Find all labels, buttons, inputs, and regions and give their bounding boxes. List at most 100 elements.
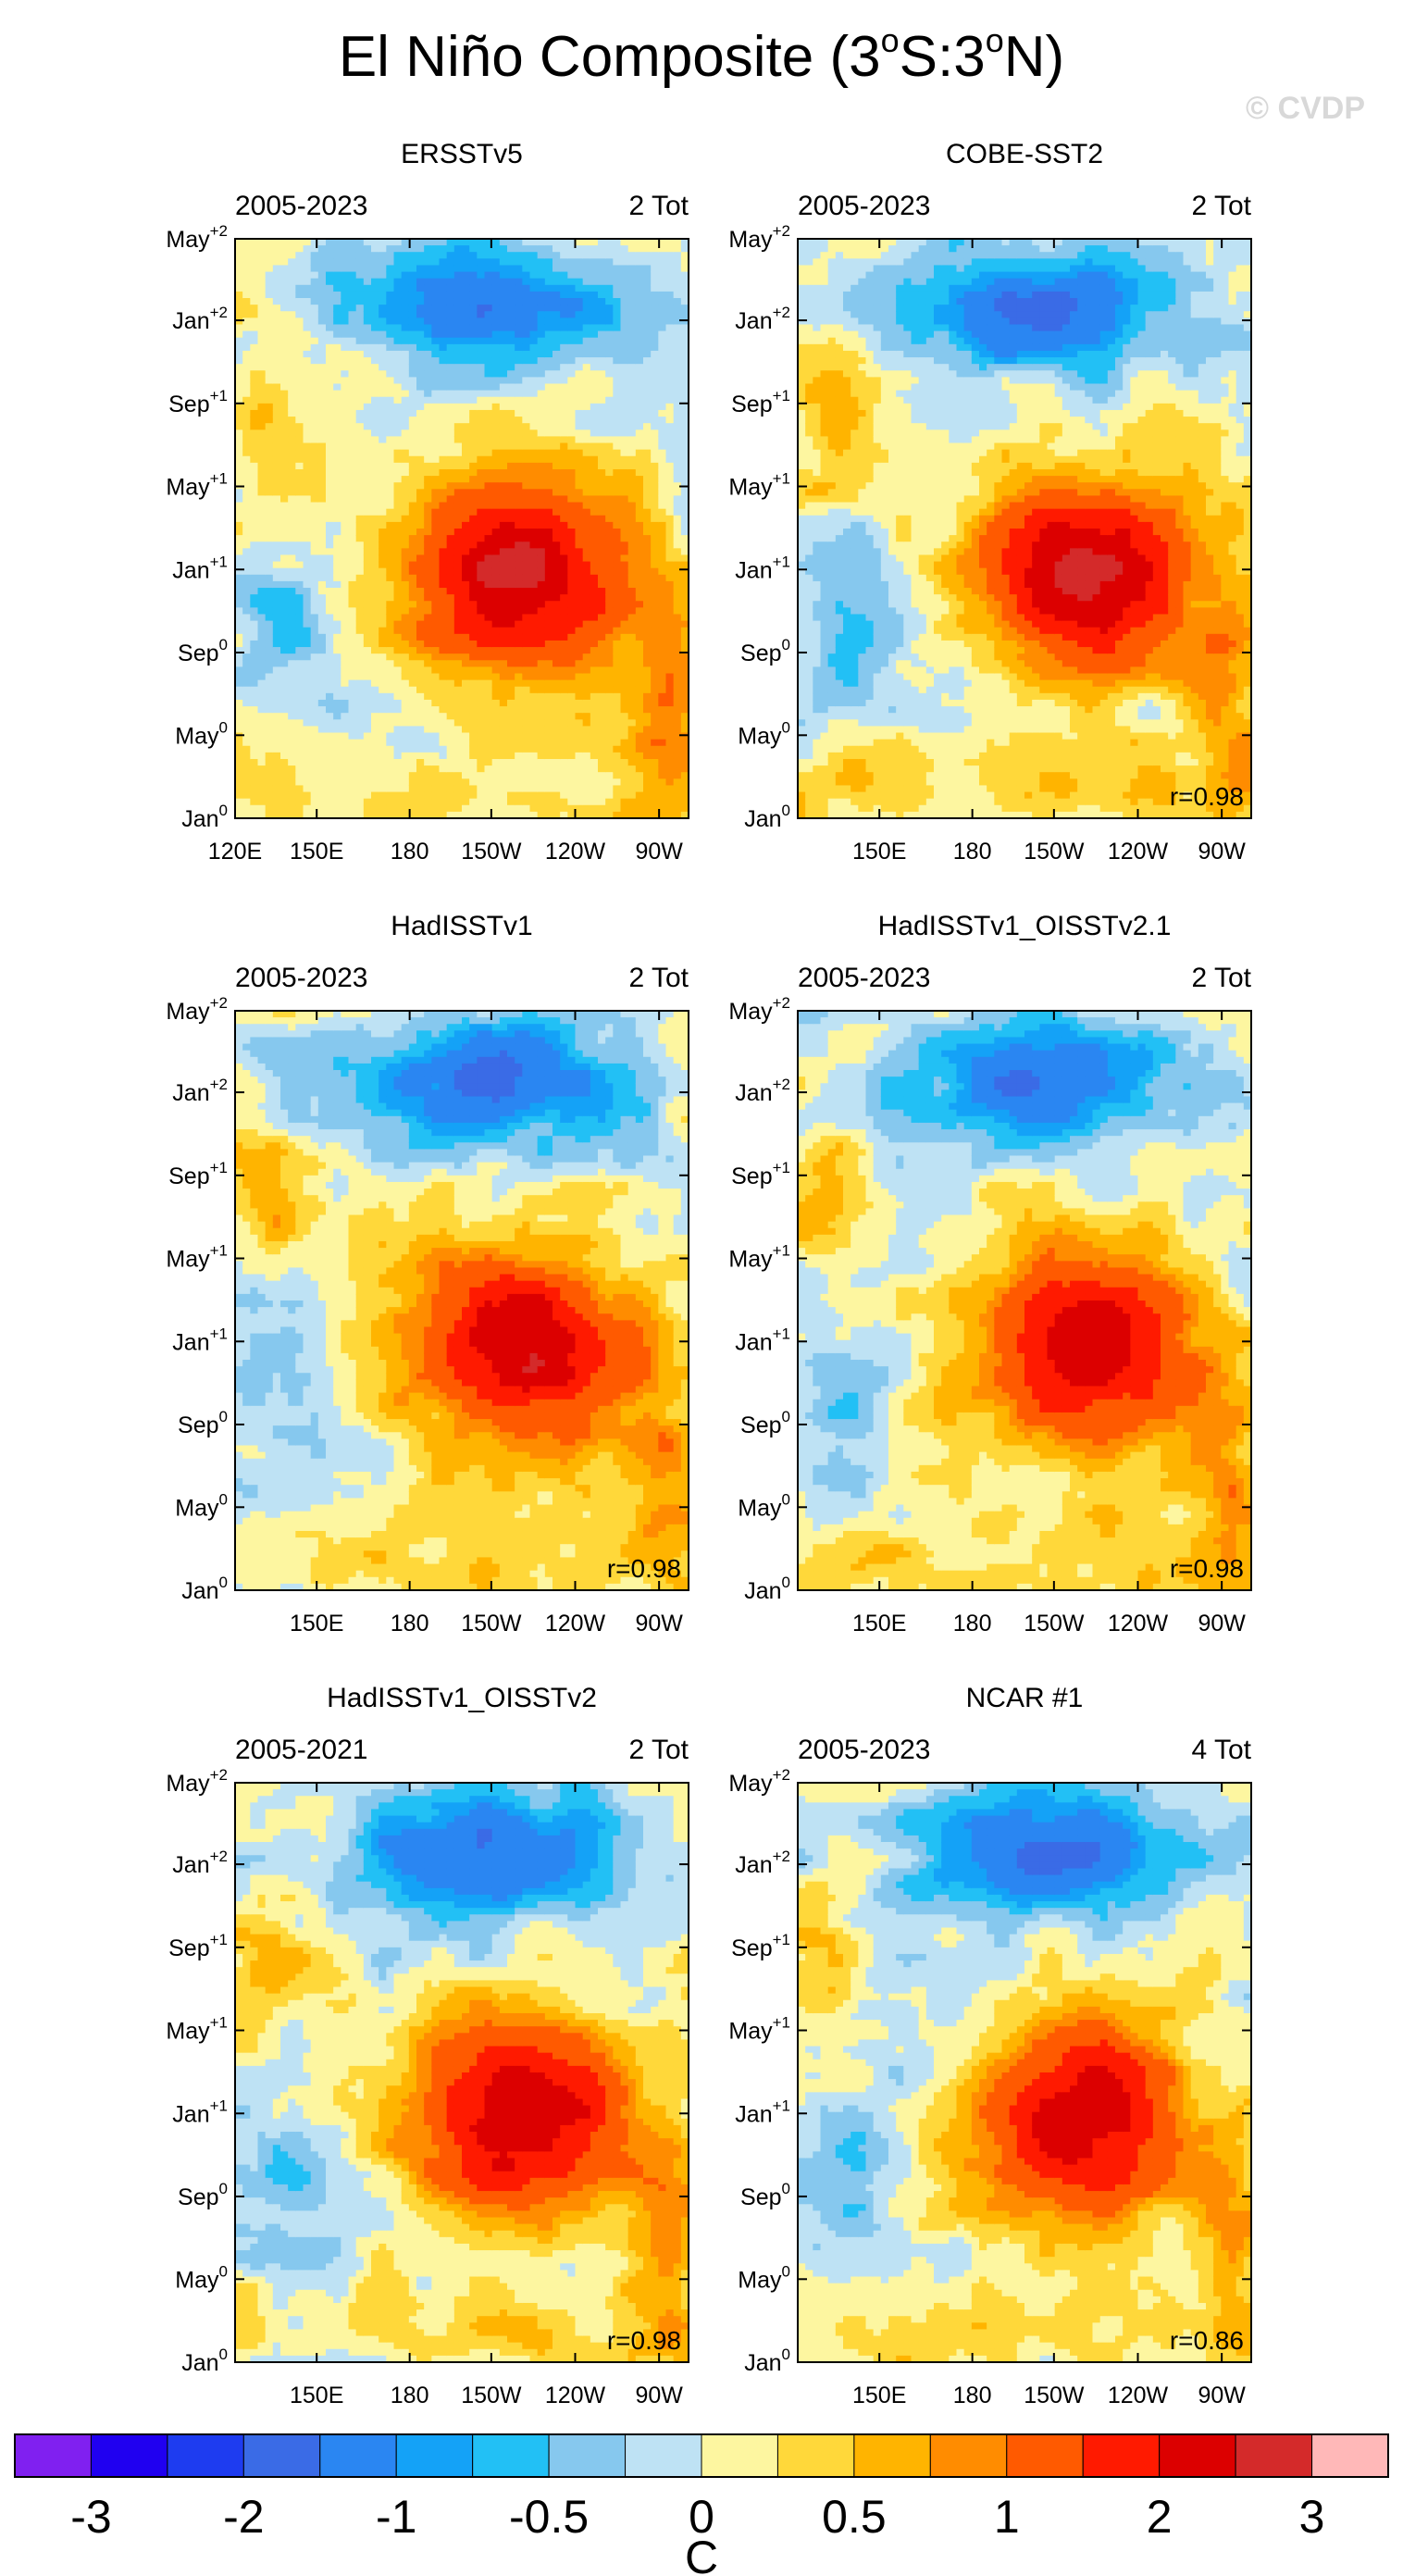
heatmap-cell — [303, 529, 312, 536]
heatmap-cell — [288, 535, 296, 542]
heatmap-cell — [242, 548, 251, 556]
heatmap-cell — [431, 679, 441, 688]
heatmap-cell — [560, 679, 568, 688]
heatmap-cell — [242, 417, 251, 424]
heatmap-cell — [363, 383, 372, 392]
heatmap-cell — [257, 601, 267, 608]
heatmap-cell — [643, 317, 652, 326]
heatmap-cell — [582, 567, 591, 576]
heatmap-cell — [627, 541, 637, 549]
heatmap-cell — [529, 521, 539, 529]
heatmap-cell — [537, 785, 546, 793]
heatmap-cell — [379, 298, 387, 305]
heatmap-cell — [499, 489, 508, 497]
heatmap-cell — [393, 495, 403, 504]
heatmap-cell — [537, 791, 546, 800]
heatmap-cell — [582, 508, 591, 516]
heatmap-cell — [235, 772, 243, 779]
heatmap-cell — [613, 719, 622, 728]
heatmap-cell — [341, 647, 350, 654]
heatmap-cell — [469, 535, 478, 542]
heatmap-cell — [386, 758, 395, 766]
heatmap-cell — [537, 673, 546, 681]
heatmap-cell — [553, 265, 561, 273]
heatmap-cell — [341, 258, 350, 267]
heatmap-cell — [651, 679, 659, 688]
heatmap-cell — [333, 620, 341, 628]
heatmap-cell — [317, 588, 327, 595]
heatmap-cell — [453, 666, 463, 675]
heatmap-cell — [582, 765, 591, 773]
heatmap-cell — [446, 640, 455, 648]
heatmap-cell — [348, 660, 357, 667]
heatmap-cell — [484, 330, 493, 339]
heatmap-cell — [507, 521, 515, 529]
heatmap-cell — [272, 330, 281, 339]
heatmap-cell — [257, 647, 267, 654]
heatmap-cell — [462, 291, 470, 299]
heatmap-cell — [257, 778, 267, 787]
heatmap-cell — [567, 765, 577, 773]
heatmap-cell — [280, 271, 289, 280]
heatmap-cell — [627, 417, 637, 424]
heatmap-cell — [401, 732, 410, 740]
heatmap-cell — [627, 291, 637, 299]
heatmap-cell — [651, 804, 659, 813]
heatmap-cell — [567, 640, 577, 648]
heatmap-cell — [333, 396, 341, 404]
heatmap-cell — [280, 732, 289, 740]
heatmap-cell — [635, 713, 644, 720]
heatmap-cell — [499, 660, 508, 667]
heatmap-cell — [605, 719, 614, 728]
heatmap-cell — [553, 580, 561, 589]
heatmap-cell — [341, 502, 350, 510]
heatmap-cell — [431, 758, 441, 766]
heatmap-cell — [605, 442, 614, 451]
heatmap-cell — [439, 324, 448, 332]
heatmap-cell — [303, 317, 312, 326]
heatmap-cell — [635, 567, 644, 576]
heatmap-cell — [613, 357, 622, 365]
heatmap-cell — [658, 614, 667, 622]
heatmap-cell — [469, 284, 478, 292]
heatmap-cell — [333, 633, 341, 641]
heatmap-cell — [371, 265, 379, 273]
heatmap-cell — [446, 357, 455, 365]
heatmap-cell — [303, 627, 312, 635]
heatmap-cell — [643, 791, 652, 800]
heatmap-cell — [393, 594, 403, 602]
heatmap-cell — [544, 390, 553, 398]
heatmap-cell — [560, 706, 568, 714]
heatmap-cell — [613, 350, 622, 358]
heatmap-cell — [469, 529, 478, 536]
heatmap-cell — [651, 811, 659, 818]
heatmap-cell — [590, 350, 599, 358]
heatmap-cell — [477, 713, 486, 720]
heatmap-cell — [355, 429, 365, 438]
heatmap-cell — [651, 370, 659, 378]
heatmap-cell — [295, 278, 304, 286]
heatmap-cell — [401, 588, 410, 595]
heatmap-cell — [408, 330, 417, 339]
heatmap-cell — [613, 765, 622, 773]
heatmap-cell — [515, 515, 523, 523]
heatmap-cell — [416, 798, 425, 806]
heatmap-cell — [242, 265, 251, 273]
heatmap-cell — [288, 502, 296, 510]
heatmap-cell — [401, 640, 410, 648]
heatmap-cell — [491, 337, 501, 345]
heatmap-cell — [544, 429, 553, 438]
heatmap-cell — [288, 804, 296, 813]
heatmap-cell — [408, 620, 417, 628]
heatmap-cell — [272, 765, 281, 773]
heatmap-cell — [310, 343, 319, 352]
heatmap-cell — [363, 666, 372, 675]
heatmap-cell — [303, 726, 312, 734]
heatmap-cell — [627, 811, 637, 818]
heatmap-cell — [590, 601, 599, 608]
heatmap-cell — [393, 508, 403, 516]
heatmap-cell — [635, 601, 644, 608]
heatmap-cell — [310, 588, 319, 595]
heatmap-cell — [348, 653, 357, 661]
heatmap-cell — [288, 601, 296, 608]
